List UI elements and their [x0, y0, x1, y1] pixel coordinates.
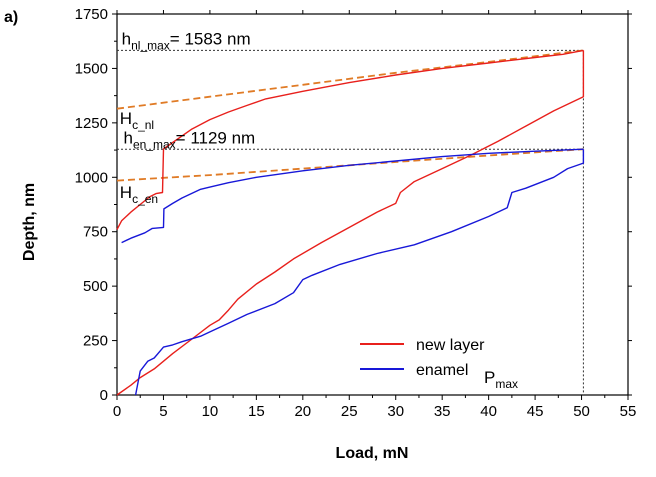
y-tick-label-1250: 1250: [75, 115, 108, 132]
series-line-enamel-loading: [121, 148, 584, 244]
panel-label: a): [4, 9, 18, 26]
series-line-enamel-unloading: [134, 149, 585, 396]
y-tick-label-250: 250: [83, 333, 108, 350]
legend: new layer enamel: [360, 337, 485, 379]
y-tick-label-500: 500: [83, 278, 108, 295]
annotation-h-nl-max: hnl_max= 1583 nm: [122, 29, 251, 52]
annotation-hc-nl: Hc_nl: [120, 109, 154, 132]
series-line-new-layer-unloading: [116, 50, 585, 396]
fit-curve-h-c-nl: [116, 49, 584, 110]
x-tick-label-0: 0: [113, 403, 121, 420]
y-axis-title: Depth, nm: [21, 183, 38, 261]
legend-label-new-layer: new layer: [416, 337, 485, 354]
plot-area: 0 5 10 15 20 25 30 35 40 45 50 55 0 250 500 750 1000 1250…: [75, 6, 637, 420]
x-tick-label-45: 45: [527, 403, 544, 420]
x-tick-label-10: 10: [202, 403, 219, 420]
annotation-h-en-max: hen_max= 1129 nm: [124, 129, 256, 152]
y-tick-label-0: 0: [100, 387, 108, 404]
x-tick-label-15: 15: [248, 403, 265, 420]
y-tick-label-750: 750: [83, 224, 108, 241]
x-tick-label-5: 5: [159, 403, 167, 420]
y-tick-label-1000: 1000: [75, 169, 108, 186]
series-line-new-layer-loading: [116, 49, 584, 230]
y-tick-label-1500: 1500: [75, 60, 108, 77]
annotation-p-max: Pmax: [484, 368, 518, 391]
x-tick-label-50: 50: [573, 403, 590, 420]
x-tick-label-25: 25: [341, 403, 358, 420]
x-tick-label-20: 20: [294, 403, 311, 420]
y-tick-label-1750: 1750: [75, 6, 108, 23]
x-tick-label-55: 55: [620, 403, 637, 420]
annotation-hc-en: Hc_en: [120, 183, 158, 206]
x-tick-label-35: 35: [434, 403, 451, 420]
x-axis-title: Load, mN: [336, 445, 409, 462]
x-tick-label-30: 30: [387, 403, 404, 420]
x-tick-label-40: 40: [480, 403, 497, 420]
legend-label-enamel: enamel: [416, 362, 468, 379]
